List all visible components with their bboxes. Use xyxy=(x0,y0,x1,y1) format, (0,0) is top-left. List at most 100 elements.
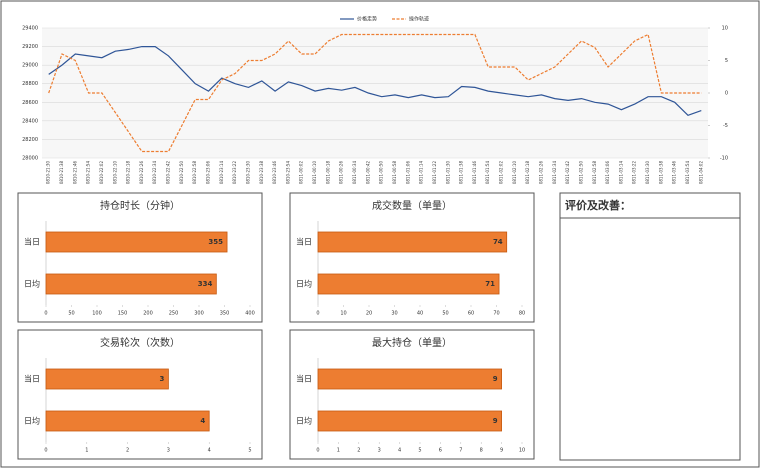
x-tick-label: 0811-02:58 xyxy=(592,161,597,185)
chart-title: 持仓时长（分钟） xyxy=(100,199,180,212)
series-line xyxy=(48,33,702,153)
x-tick-label: 2 xyxy=(126,448,129,454)
x-tick-label: 9 xyxy=(500,448,503,454)
value-label: 355 xyxy=(208,238,223,246)
x-tick-label: 0811-00:02 xyxy=(299,161,304,185)
x-tick-label: 0811-02:10 xyxy=(512,161,517,185)
value-label: 9 xyxy=(493,375,498,383)
value-label: 71 xyxy=(485,280,495,288)
category-label: 日均 xyxy=(24,416,40,426)
bar xyxy=(317,410,503,432)
x-tick-label: 0811-00:58 xyxy=(392,161,397,185)
x-tick-label: 8 xyxy=(480,448,483,454)
y-tick-label: 28800 xyxy=(22,81,38,87)
x-tick-label: 0810-23:14 xyxy=(219,161,224,185)
x-tick-label: 50 xyxy=(68,311,74,317)
x-tick-label: 400 xyxy=(245,311,255,317)
x-tick-label: 5 xyxy=(248,448,251,454)
x-tick-label: 1 xyxy=(85,448,88,454)
x-tick-label: 300 xyxy=(194,311,204,317)
x-tick-label: 0811-02:42 xyxy=(565,161,570,185)
value-label: 9 xyxy=(493,417,498,425)
chart-title: 成交数量（单量） xyxy=(372,199,452,212)
x-tick-label: 0 xyxy=(44,448,47,454)
x-tick-label: 50 xyxy=(442,311,448,317)
legend-label: 价格走势 xyxy=(357,16,377,23)
x-tick-label: 7 xyxy=(459,448,462,454)
x-tick-label: 0811-02:02 xyxy=(499,161,504,185)
x-tick-label: 0811-01:14 xyxy=(419,161,424,185)
value-label: 4 xyxy=(200,417,205,425)
x-tick-label: 0811-00:18 xyxy=(325,161,330,185)
x-tick-label: 70 xyxy=(493,311,499,317)
x-tick-label: 150 xyxy=(118,311,128,317)
category-label: 当日 xyxy=(24,237,40,247)
category-label: 当日 xyxy=(296,374,312,384)
x-tick-label: 60 xyxy=(468,311,474,317)
x-tick-label: 0810-23:06 xyxy=(206,161,211,185)
x-tick-label: 0810-21:54 xyxy=(86,161,91,185)
value-label: 74 xyxy=(493,238,503,246)
x-tick-label: 0811-03:46 xyxy=(672,161,677,185)
x-tick-label: 0811-01:46 xyxy=(472,161,477,185)
y2-tick-label: -5 xyxy=(723,123,728,129)
x-tick-label: 200 xyxy=(143,311,153,317)
x-tick-label: 0811-02:26 xyxy=(539,161,544,185)
x-tick-label: 0811-01:06 xyxy=(405,161,410,185)
x-tick-label: 2 xyxy=(357,448,360,454)
value-label: 3 xyxy=(160,375,165,383)
x-tick-label: 0810-21:46 xyxy=(72,161,77,185)
y-tick-label: 29400 xyxy=(22,26,38,32)
x-tick-label: 10 xyxy=(340,311,346,317)
x-tick-label: 3 xyxy=(167,448,170,454)
x-tick-label: 1 xyxy=(337,448,340,454)
evaluation-panel xyxy=(559,192,741,461)
x-tick-label: 0810-22:58 xyxy=(192,161,197,185)
y2-tick-label: 10 xyxy=(722,26,728,32)
y2-tick-label: 0 xyxy=(725,91,728,97)
category-label: 日均 xyxy=(296,416,312,426)
x-tick-label: 4 xyxy=(398,448,401,454)
plot-area xyxy=(42,28,708,158)
x-tick-label: 0 xyxy=(316,448,319,454)
x-tick-label: 0811-01:38 xyxy=(459,161,464,185)
chart-panel xyxy=(289,192,535,323)
x-tick-label: 0810-23:30 xyxy=(245,161,250,185)
chart-panel xyxy=(17,329,263,460)
x-tick-label: 0811-03:22 xyxy=(632,161,637,185)
x-tick-label: 10 xyxy=(519,448,525,454)
x-tick-label: 0810-23:38 xyxy=(259,161,264,185)
x-tick-label: 0811-00:26 xyxy=(339,161,344,185)
y2-tick-label: -10 xyxy=(720,156,728,162)
x-tick-label: 0811-01:54 xyxy=(485,161,490,185)
x-tick-label: 0811-02:34 xyxy=(552,161,557,185)
x-tick-label: 0810-22:34 xyxy=(152,161,157,185)
value-label: 334 xyxy=(198,280,213,288)
x-tick-label: 40 xyxy=(417,311,423,317)
y-tick-label: 29000 xyxy=(22,63,38,69)
chart-panel xyxy=(289,329,535,460)
x-tick-label: 0810-21:30 xyxy=(46,161,51,185)
x-tick-label: 0810-22:10 xyxy=(112,161,117,185)
x-tick-label: 3 xyxy=(378,448,381,454)
bar xyxy=(45,410,210,432)
x-tick-label: 0811-04:02 xyxy=(698,161,703,185)
category-label: 日均 xyxy=(296,279,312,289)
x-tick-label: 0810-22:02 xyxy=(99,161,104,185)
category-label: 当日 xyxy=(24,374,40,384)
category-label: 当日 xyxy=(296,237,312,247)
series-line xyxy=(48,46,702,116)
x-tick-label: 4 xyxy=(208,448,211,454)
bar xyxy=(45,231,228,253)
x-tick-label: 0811-02:18 xyxy=(525,161,530,185)
x-tick-label: 20 xyxy=(366,311,372,317)
x-tick-label: 0810-22:42 xyxy=(166,161,171,185)
x-tick-label: 0811-00:50 xyxy=(379,161,384,185)
x-tick-label: 30 xyxy=(391,311,397,317)
bar xyxy=(317,273,500,295)
x-tick-label: 0810-21:38 xyxy=(59,161,64,185)
bar xyxy=(317,231,508,253)
x-tick-label: 0811-02:50 xyxy=(578,161,583,185)
y-tick-label: 28000 xyxy=(22,156,38,162)
